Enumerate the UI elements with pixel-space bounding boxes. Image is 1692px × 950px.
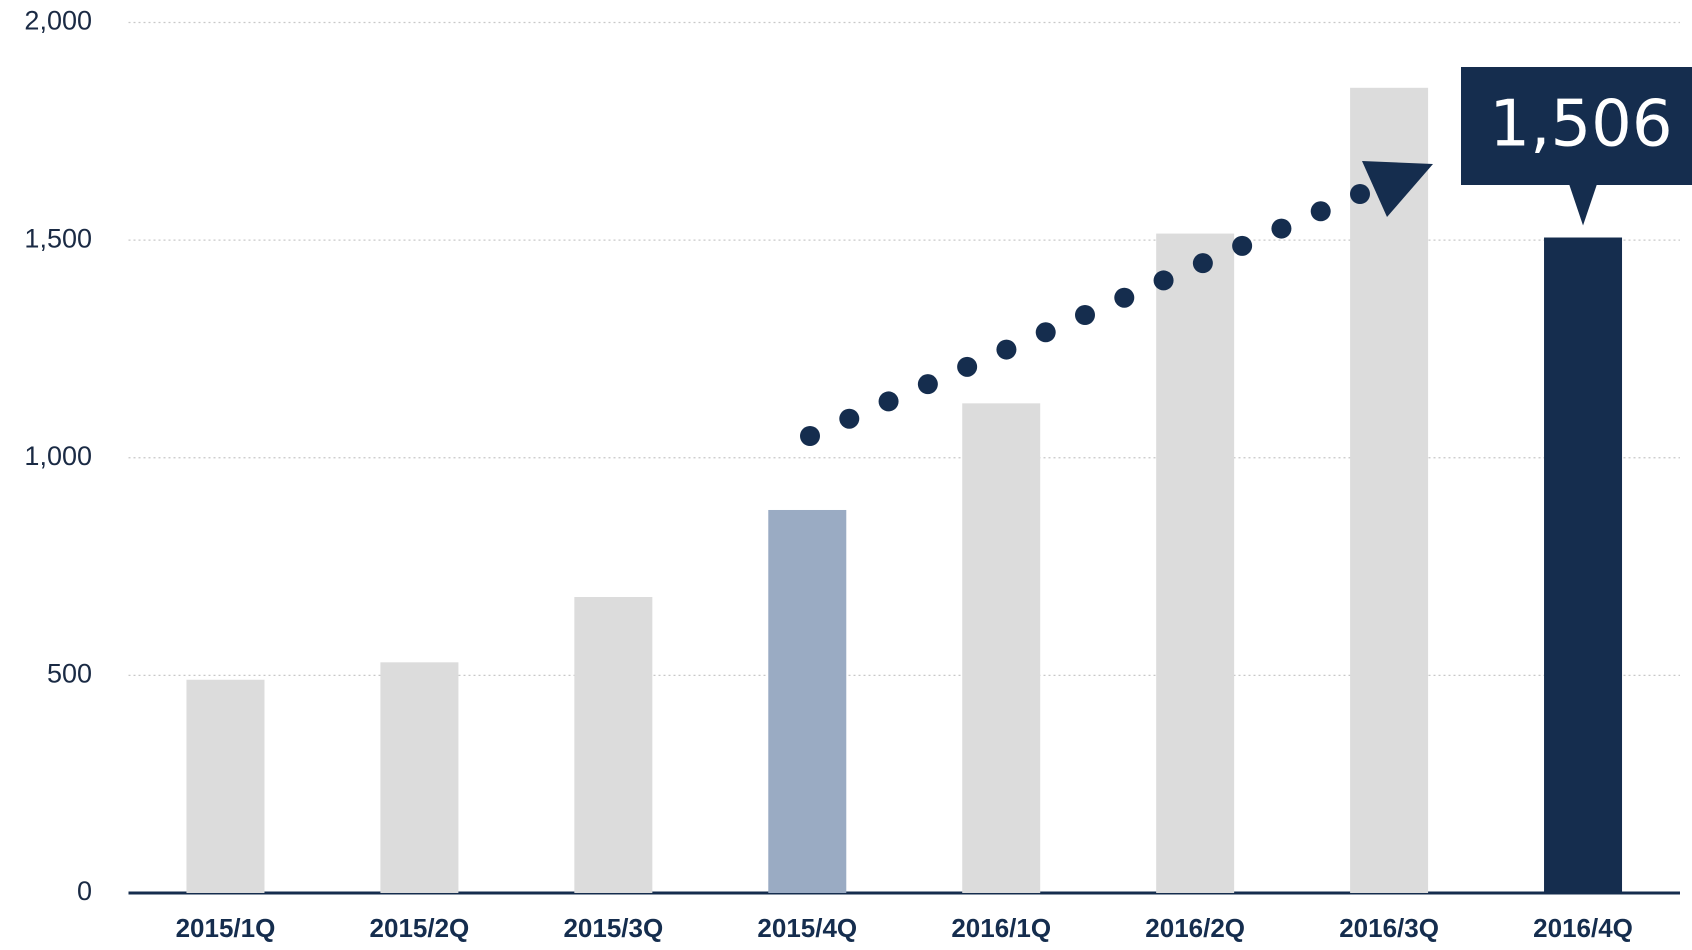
- arrow-dot: [1075, 305, 1095, 325]
- bar: [962, 403, 1041, 893]
- data-label: 1,506: [1489, 88, 1672, 162]
- bars: [186, 87, 1623, 894]
- arrow-dot: [917, 374, 938, 395]
- arrow-dot: [1192, 253, 1213, 274]
- bar: [1350, 87, 1429, 894]
- arrow-dot: [1232, 235, 1253, 256]
- y-tick-label: 500: [47, 659, 92, 689]
- x-tick-label: 2016/3Q: [1339, 913, 1439, 943]
- arrow-dot: [1153, 270, 1174, 291]
- x-tick-label: 2016/4Q: [1533, 913, 1633, 943]
- arrow-dot: [996, 339, 1017, 360]
- x-tick-label: 2016/2Q: [1145, 913, 1245, 943]
- bar: [574, 597, 653, 893]
- arrow-dot: [878, 391, 899, 412]
- bar: [768, 509, 847, 893]
- arrow-dot: [839, 408, 860, 429]
- y-tick-label: 0: [77, 876, 92, 906]
- arrow-dot: [1114, 287, 1135, 308]
- bar: [380, 662, 459, 893]
- x-tick-label: 2015/3Q: [563, 913, 663, 943]
- arrow-dot: [1350, 184, 1370, 204]
- x-tick-label: 2016/1Q: [951, 913, 1051, 943]
- y-tick-label: 1,000: [24, 441, 92, 471]
- arrow-dot: [1035, 322, 1056, 343]
- callout-box: [1461, 67, 1692, 185]
- callout-pointer: [1569, 184, 1598, 226]
- x-tick-label: 2015/1Q: [176, 913, 276, 943]
- bar: [1156, 233, 1235, 893]
- grid: [128, 21, 1680, 895]
- x-tick-label: 2015/4Q: [757, 913, 857, 943]
- x-tick-label: 2015/2Q: [370, 913, 470, 943]
- arrow-dot: [800, 426, 820, 446]
- arrow-dot: [1310, 201, 1331, 222]
- y-tick-label: 1,500: [24, 223, 92, 253]
- y-tick-label: 2,000: [24, 6, 92, 36]
- trend-arrow: [800, 161, 1433, 446]
- labels: 0 500 1,000 1,500 2,000 2015/1Q 2015/2Q 2015/3Q…: [24, 6, 1692, 943]
- bar: [186, 679, 265, 893]
- arrow-dot: [1271, 218, 1292, 239]
- arrow-dot: [957, 356, 978, 377]
- arrow-head: [1362, 161, 1433, 217]
- bar: [1544, 237, 1623, 894]
